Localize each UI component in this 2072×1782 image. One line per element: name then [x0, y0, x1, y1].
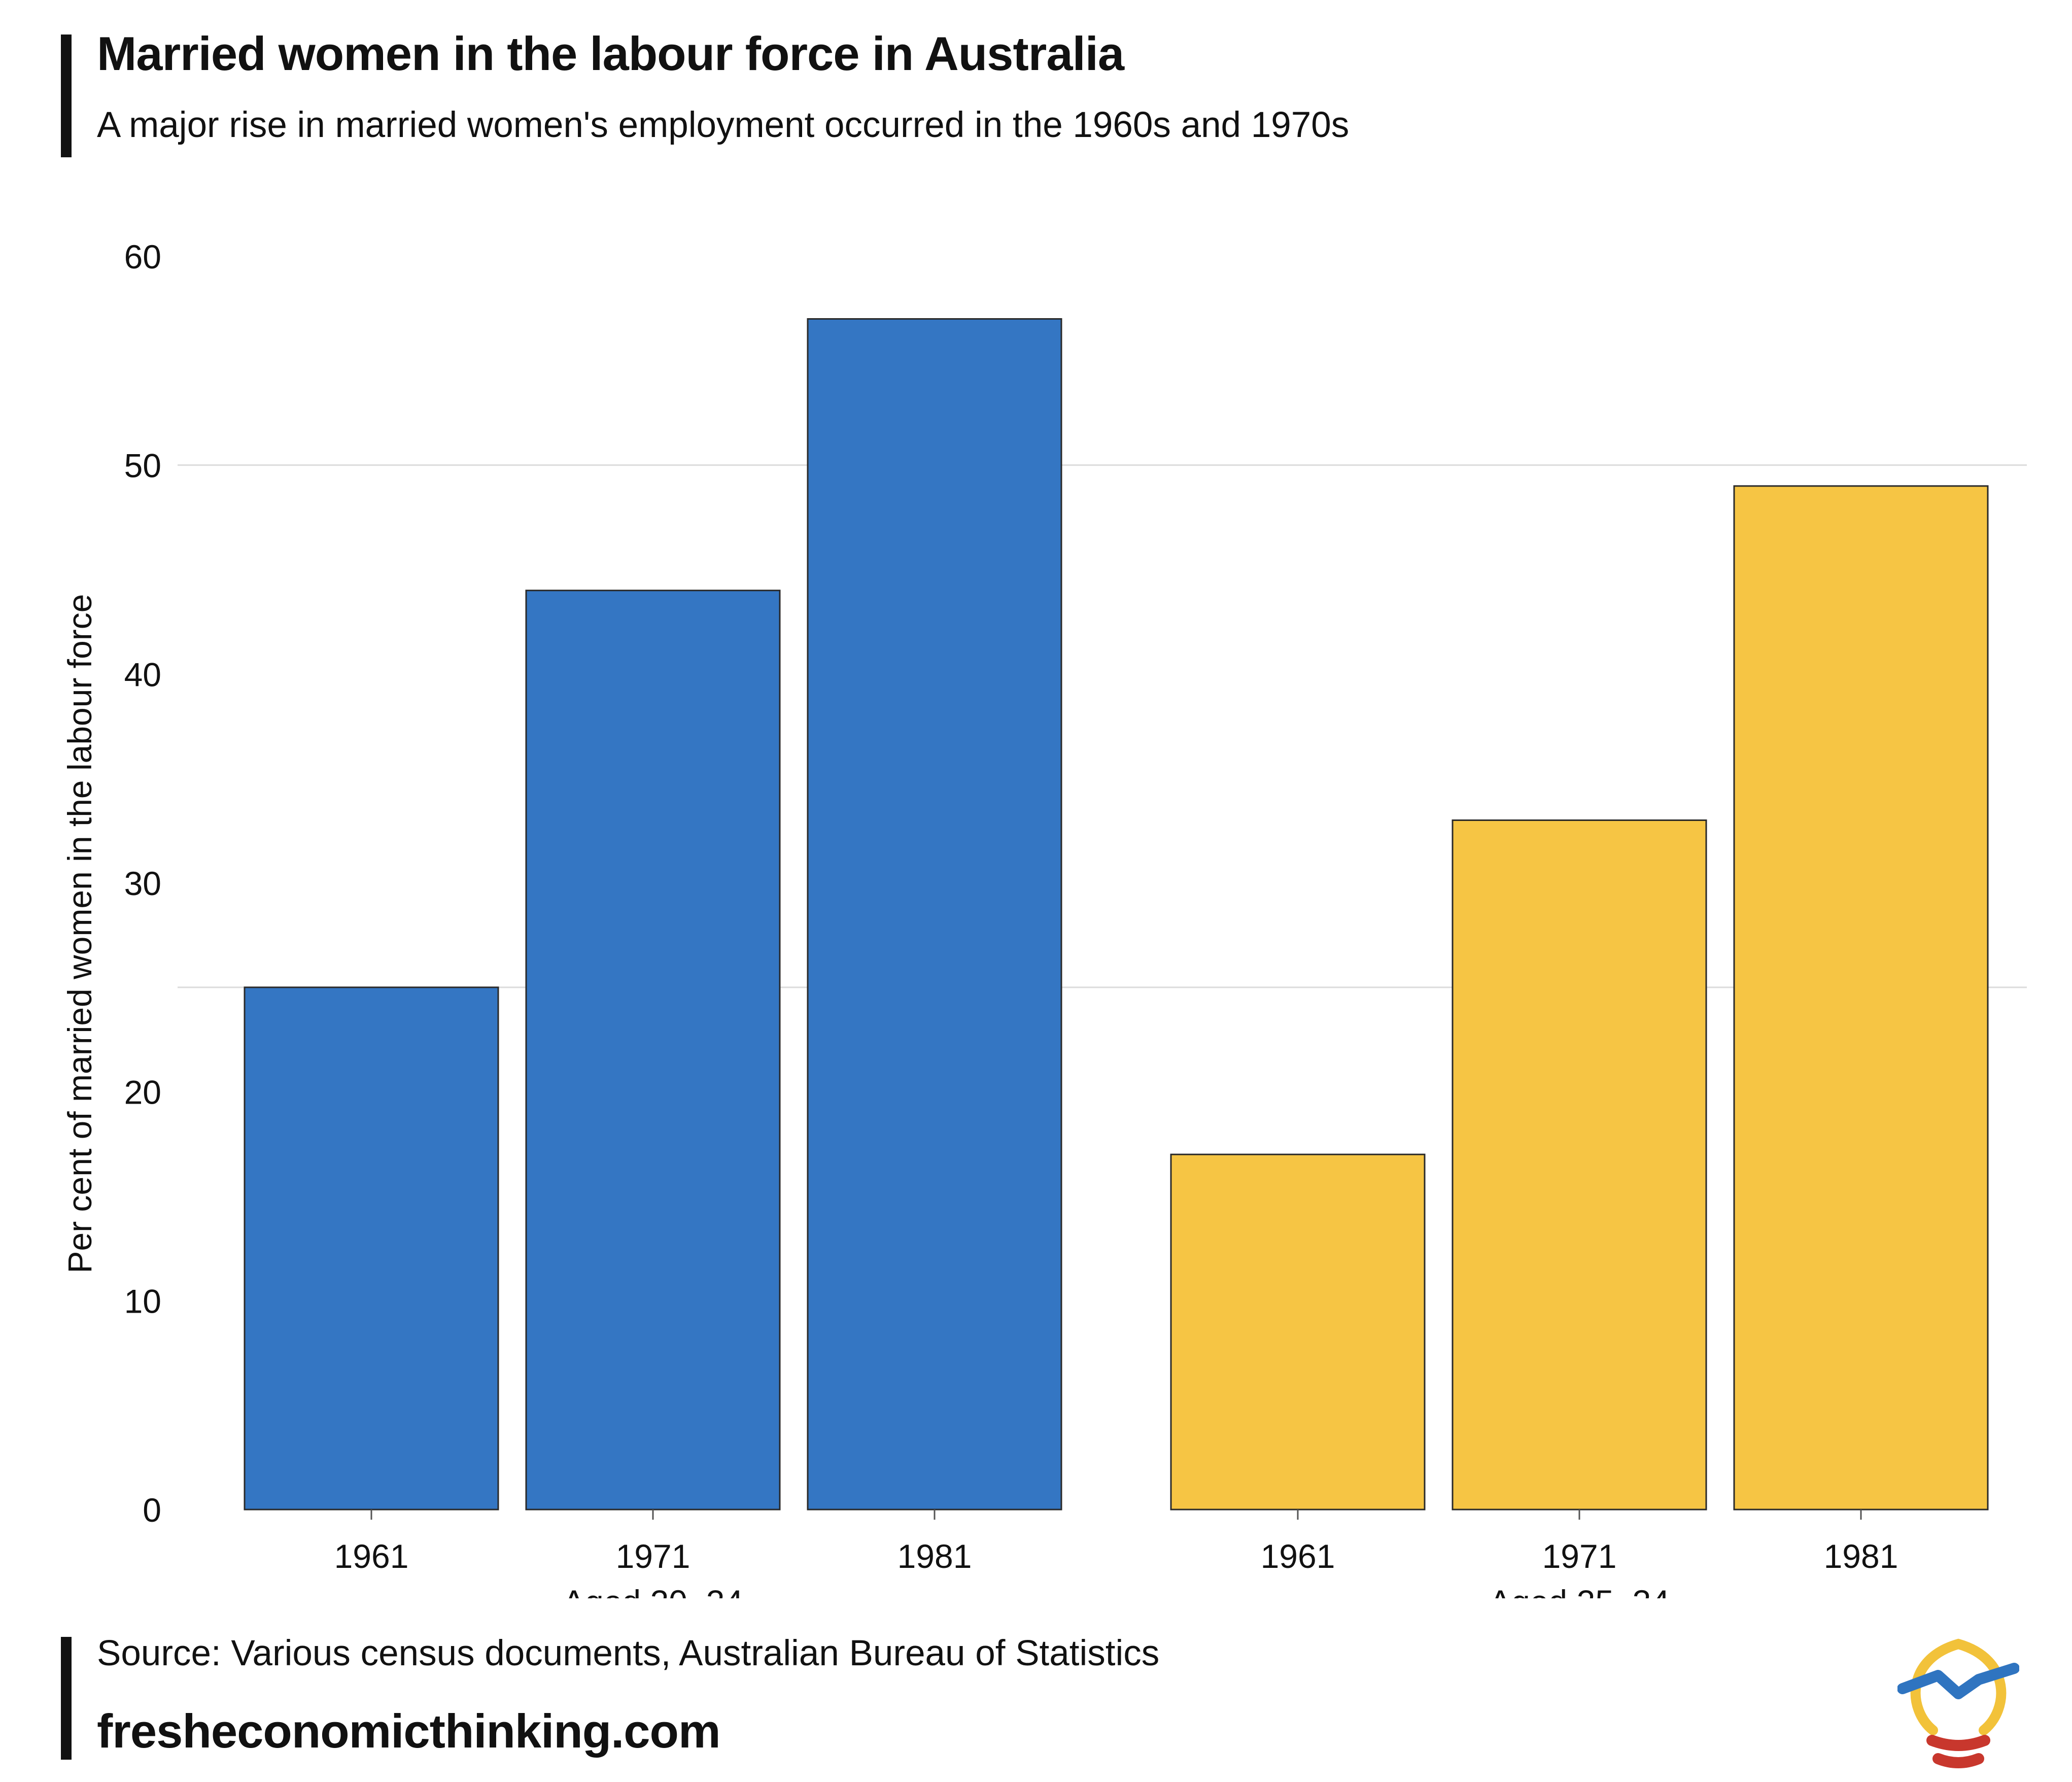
chart-title: Married women in the labour force in Aus… — [97, 27, 1124, 80]
bar — [244, 986, 499, 1511]
bar — [1170, 1153, 1426, 1511]
x-tick-label: 1971 — [1542, 1537, 1617, 1575]
bar — [1733, 485, 1989, 1511]
chart-subtitle: A major rise in married women's employme… — [97, 105, 1350, 145]
group-label: Aged 20–24 — [563, 1583, 743, 1598]
x-tick-label: 1981 — [897, 1537, 972, 1575]
bar — [525, 590, 781, 1511]
lightbulb-icon — [1897, 1638, 2019, 1768]
x-tick-label: 1961 — [1261, 1537, 1335, 1575]
source-note: Source: Various census documents, Austra… — [97, 1633, 1160, 1673]
site-url: fresheconomicthinking.com — [97, 1704, 721, 1758]
bar — [807, 318, 1062, 1511]
y-tick-label: 40 — [124, 656, 161, 693]
bulb-outline — [1910, 1638, 2007, 1735]
y-axis-label: Per cent of married women in the labour … — [61, 594, 98, 1274]
y-tick-label: 30 — [124, 865, 161, 902]
footer-accent-bar — [61, 1637, 72, 1760]
bar — [1452, 819, 1707, 1511]
bulb-base-2 — [1932, 1753, 1984, 1768]
x-tick-label: 1981 — [1824, 1537, 1898, 1575]
y-tick-label: 50 — [124, 447, 161, 485]
y-tick-label: 20 — [124, 1074, 161, 1111]
title-accent-bar — [61, 35, 72, 157]
x-tick-label: 1971 — [616, 1537, 690, 1575]
y-tick-label: 0 — [143, 1491, 161, 1529]
bulb-base-1 — [1926, 1735, 1990, 1751]
bar-chart: 0 10 20 30 40 50 60 Per cent of married women i… — [61, 238, 2027, 1598]
y-tick-label: 60 — [124, 238, 161, 276]
trend-line — [1897, 1663, 2019, 1699]
y-tick-label: 10 — [124, 1282, 161, 1320]
x-tick-label: 1961 — [334, 1537, 409, 1575]
group-label: Aged 25–34 — [1489, 1583, 1670, 1598]
